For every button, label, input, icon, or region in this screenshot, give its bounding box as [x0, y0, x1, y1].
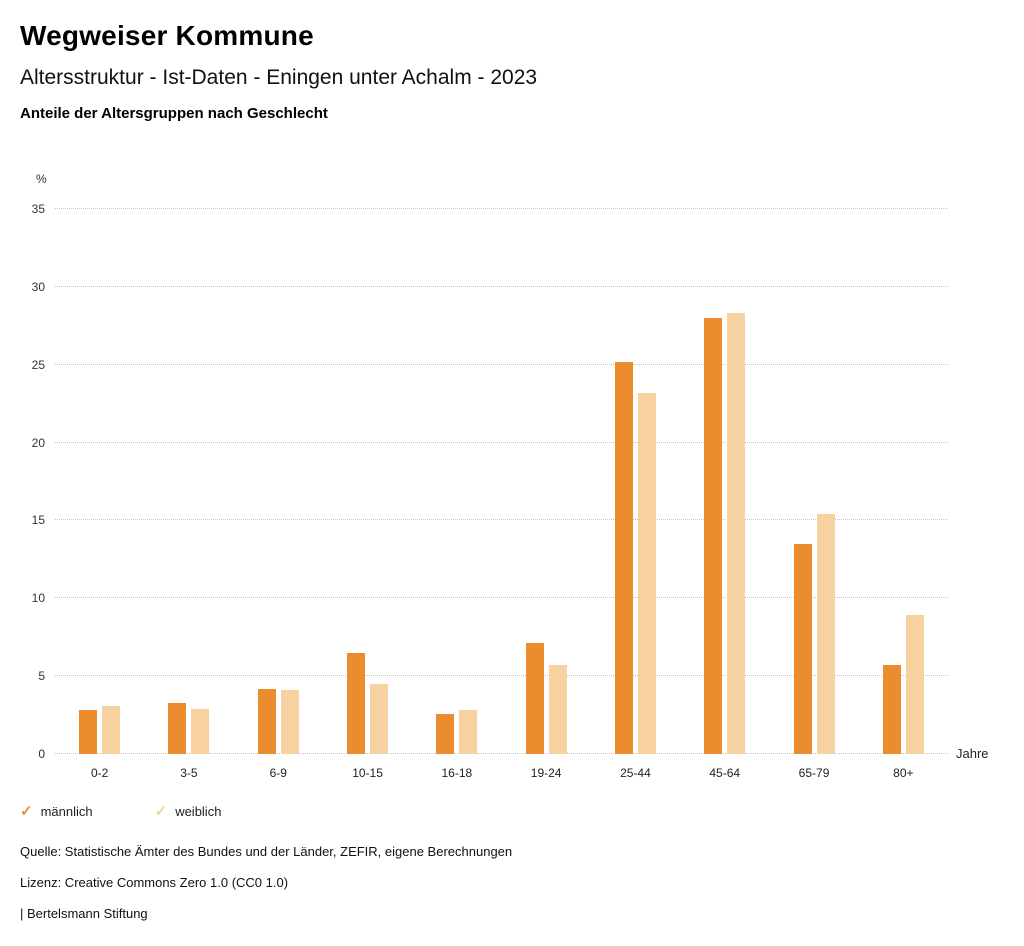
y-tick-label: 35 — [31, 202, 45, 216]
gridline — [55, 597, 948, 599]
x-tick-label-0-2: 0-2 — [90, 766, 109, 780]
x-axis-labels: 0-2 3-5 6-9 10-15 16-18 19-24 25-44 45-64 65-79 8… — [55, 766, 948, 780]
x-tick-label-10-15: 10-15 — [352, 766, 383, 780]
bar-weiblich-45-64 — [727, 313, 746, 754]
gridline — [55, 208, 948, 209]
bar-group-25-44 — [591, 209, 680, 754]
x-tick-label-80+: 80+ — [893, 766, 914, 780]
bar-group-16-18 — [412, 209, 501, 754]
bar-männlich-3-5 — [168, 702, 187, 754]
gridline — [55, 519, 948, 521]
y-tick-label: 15 — [31, 513, 45, 528]
bar-männlich-16-18 — [436, 713, 455, 754]
y-tick-label: 10 — [31, 591, 45, 606]
bar-weiblich-19-24 — [548, 665, 567, 754]
bar-männlich-80+ — [882, 665, 901, 754]
bar-group-0-2 — [55, 209, 144, 754]
bar-weiblich-6-9 — [280, 690, 299, 754]
y-axis-unit-label: % — [36, 172, 47, 186]
legend-item-männlich[interactable]: ✓ männlich — [20, 802, 93, 820]
chart-title: Anteile der Altersgruppen nach Geschlech… — [20, 105, 328, 122]
gridline — [55, 441, 948, 443]
legend-label: weiblich — [175, 803, 222, 819]
bar-weiblich-65-79 — [816, 514, 835, 754]
page-title: Wegweiser Kommune — [20, 20, 314, 51]
bar-group-3-5 — [144, 209, 233, 754]
bar-group-45-64 — [680, 209, 769, 754]
x-tick-label-19-24: 19-24 — [530, 766, 562, 780]
x-tick-label-65-79: 65-79 — [798, 766, 830, 780]
gridline — [55, 363, 948, 365]
source-note: Quelle: Statistische Ämter des Bundes un… — [20, 844, 513, 859]
chart-legend: ✓ männlich ✓ weiblich — [20, 802, 221, 820]
x-tick-label-6-9: 6-9 — [269, 766, 287, 780]
bar-group-10-15 — [323, 209, 412, 754]
bar-weiblich-16-18 — [459, 710, 478, 754]
bar-group-65-79 — [769, 209, 858, 754]
bar-männlich-10-15 — [347, 652, 366, 754]
y-tick-label: 30 — [31, 279, 45, 294]
legend-label: männlich — [40, 803, 93, 819]
plot-area: 0 5 10 15 20 25 30 35 — [32, 202, 948, 761]
chart-subtitle: Altersstruktur - Ist-Daten - Eningen unt… — [20, 66, 538, 89]
attribution-note: | Bertelsmann Stiftung — [20, 906, 148, 921]
y-tick-label: 20 — [31, 435, 45, 450]
bar-group-80+ — [859, 209, 948, 754]
y-tick-label: 0 — [38, 747, 45, 761]
bar-weiblich-80+ — [905, 615, 924, 754]
bar-männlich-65-79 — [793, 543, 812, 754]
gridline — [55, 675, 948, 677]
legend-item-weiblich[interactable]: ✓ weiblich — [155, 802, 222, 820]
y-tick-label: 25 — [31, 357, 45, 372]
check-icon: ✓ — [154, 803, 168, 820]
bar-groups — [55, 209, 948, 754]
bar-männlich-25-44 — [614, 361, 633, 754]
x-tick-label-45-64: 45-64 — [709, 766, 741, 780]
bar-männlich-45-64 — [704, 318, 723, 754]
bar-männlich-6-9 — [257, 688, 276, 754]
x-tick-label-3-5: 3-5 — [180, 766, 198, 780]
x-tick-label-25-44: 25-44 — [620, 766, 651, 780]
bar-männlich-0-2 — [79, 710, 98, 754]
y-tick-label: 5 — [38, 669, 45, 684]
bar-group-6-9 — [234, 209, 323, 754]
gridline — [55, 753, 948, 754]
x-tick-label-16-18: 16-18 — [441, 766, 473, 780]
x-axis-unit-label: Jahre — [956, 746, 989, 761]
check-icon: ✓ — [20, 803, 33, 820]
gridline — [55, 285, 948, 287]
license-note: Lizenz: Creative Commons Zero 1.0 (CC0 1… — [20, 875, 289, 890]
bar-weiblich-10-15 — [370, 683, 389, 754]
bar-group-19-24 — [501, 209, 590, 754]
bar-weiblich-25-44 — [637, 392, 656, 754]
bar-männlich-19-24 — [525, 643, 544, 754]
bar-weiblich-3-5 — [191, 708, 210, 754]
bar-weiblich-0-2 — [102, 705, 121, 754]
